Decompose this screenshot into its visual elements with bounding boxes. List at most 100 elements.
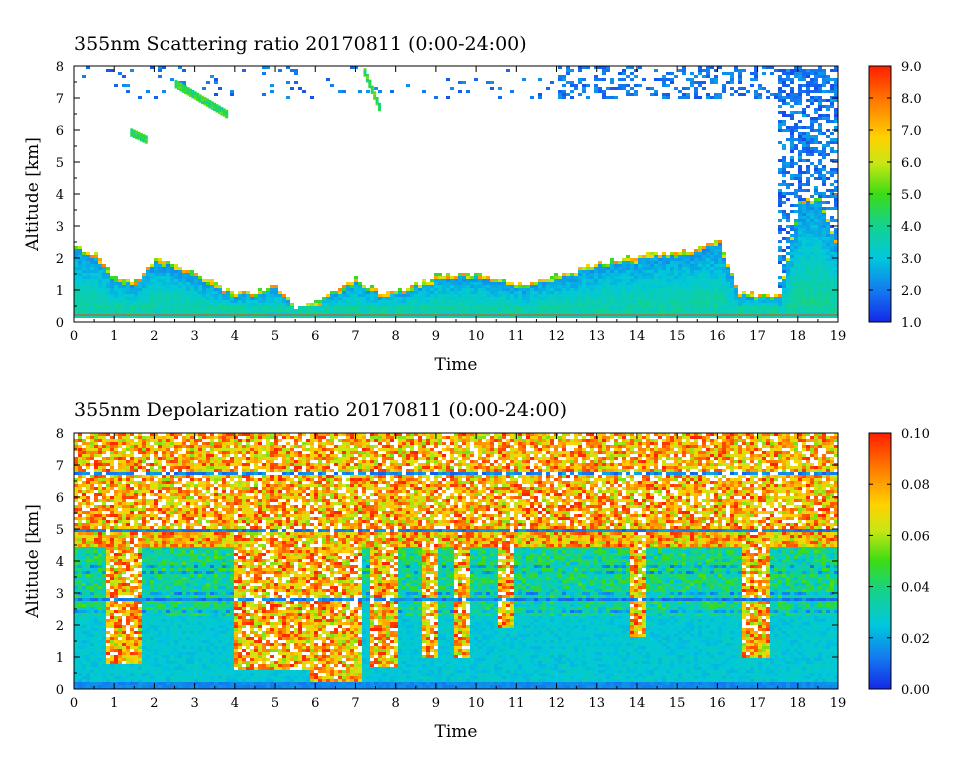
scattering-cell <box>510 306 514 309</box>
scattering-cell <box>810 213 814 216</box>
scattering-cell <box>794 72 798 75</box>
elevated-layer-cell <box>144 135 148 138</box>
depolarization-cell <box>682 436 686 439</box>
scattering-cell <box>162 270 166 273</box>
scattering-cell <box>266 315 270 318</box>
scattering-cell <box>674 87 678 90</box>
depolarization-cell <box>638 448 642 451</box>
depolarization-cell <box>246 445 250 448</box>
scattering-cell <box>798 297 802 300</box>
scattering-cell <box>454 303 458 306</box>
scattering-cell <box>742 303 746 306</box>
depolarization-cell <box>194 439 198 442</box>
scattering-cell <box>690 261 694 264</box>
scattering-cell <box>570 300 574 303</box>
scattering-cell <box>270 306 274 309</box>
elevated-layer-cell <box>137 131 141 134</box>
depolarization-cell <box>630 448 634 451</box>
scattering-cell <box>722 312 726 315</box>
elevated-layer-cell <box>215 105 219 108</box>
scattering-cell <box>518 297 522 300</box>
depolarization-cell <box>762 442 766 445</box>
scattering-cell <box>686 294 690 297</box>
scattering-cell <box>670 294 674 297</box>
scattering-cell <box>826 141 830 144</box>
scattering-cell <box>414 294 418 297</box>
scattering-cell <box>826 135 830 138</box>
elevated-layer-cell <box>174 86 178 89</box>
scattering-cell <box>258 306 262 309</box>
scattering-cell <box>198 312 202 315</box>
scattering-cell <box>698 303 702 306</box>
elevated-layer-cell <box>174 80 178 83</box>
scattering-cell <box>626 90 630 93</box>
depolarization-cell <box>254 445 258 448</box>
scattering-cell <box>122 75 126 78</box>
scattering-cell <box>174 264 178 267</box>
scattering-cell <box>726 306 730 309</box>
scattering-cell <box>790 147 794 150</box>
scattering-cell <box>818 171 822 174</box>
depolarization-cell <box>686 448 690 451</box>
scattering-cell <box>150 306 154 309</box>
depolarization-cell <box>198 445 202 448</box>
depolarization-cell <box>770 433 774 436</box>
depolarization-cell <box>390 436 394 439</box>
scattering-cell <box>594 270 598 273</box>
scattering-cell <box>482 306 486 309</box>
scattering-cell <box>166 309 170 312</box>
scattering-cell <box>726 312 730 315</box>
depolarization-cell <box>698 433 702 436</box>
scattering-cell <box>830 279 834 282</box>
scattering-cell <box>798 174 802 177</box>
scattering-cell <box>718 294 722 297</box>
depolarization-cell <box>558 436 562 439</box>
scattering-cell <box>822 222 826 225</box>
scattering-cell <box>414 300 418 303</box>
depolarization-cell <box>354 442 358 445</box>
scattering-cell <box>814 240 818 243</box>
elevated-layer-cell <box>135 132 139 135</box>
scattering-cell <box>654 264 658 267</box>
scattering-cell <box>698 255 702 258</box>
scattering-cell <box>362 294 366 297</box>
scattering-cell <box>814 225 818 228</box>
scattering-cell <box>822 168 826 171</box>
scattering-cell <box>694 255 698 258</box>
scattering-cell <box>570 297 574 300</box>
scattering-cell <box>138 315 142 318</box>
scattering-cell <box>778 249 782 252</box>
scattering-cell <box>618 303 622 306</box>
scattering-cell <box>698 84 702 87</box>
depolarization-cell <box>298 436 302 439</box>
scattering-cell <box>830 237 834 240</box>
scattering-cell <box>666 276 670 279</box>
scattering-cell <box>146 282 150 285</box>
depolarization-cell <box>154 451 158 454</box>
depolarization-cell <box>174 448 178 451</box>
scattering-cell <box>478 276 482 279</box>
scattering-cell <box>794 246 798 249</box>
scattering-cell <box>566 273 570 276</box>
scattering-cell <box>806 75 810 78</box>
scattering-cell <box>802 132 806 135</box>
scattering-cell <box>706 72 710 75</box>
scattering-cell <box>802 171 806 174</box>
scattering-cell <box>834 282 838 285</box>
scattering-cell <box>642 303 646 306</box>
scattering-cell <box>406 312 410 315</box>
scattering-cell <box>814 228 818 231</box>
scattering-cell <box>518 309 522 312</box>
depolarization-cell <box>434 445 438 448</box>
scattering-cell <box>426 285 430 288</box>
depolarization-cell <box>250 448 254 451</box>
scattering-cell <box>170 288 174 291</box>
scattering-cell <box>702 294 706 297</box>
scattering-cell <box>798 210 802 213</box>
scattering-cell <box>698 252 702 255</box>
scattering-cell <box>222 303 226 306</box>
scattering-cell <box>154 315 158 318</box>
scattering-cell <box>342 300 346 303</box>
scattering-cell <box>250 315 254 318</box>
depolarization-cell <box>82 448 86 451</box>
